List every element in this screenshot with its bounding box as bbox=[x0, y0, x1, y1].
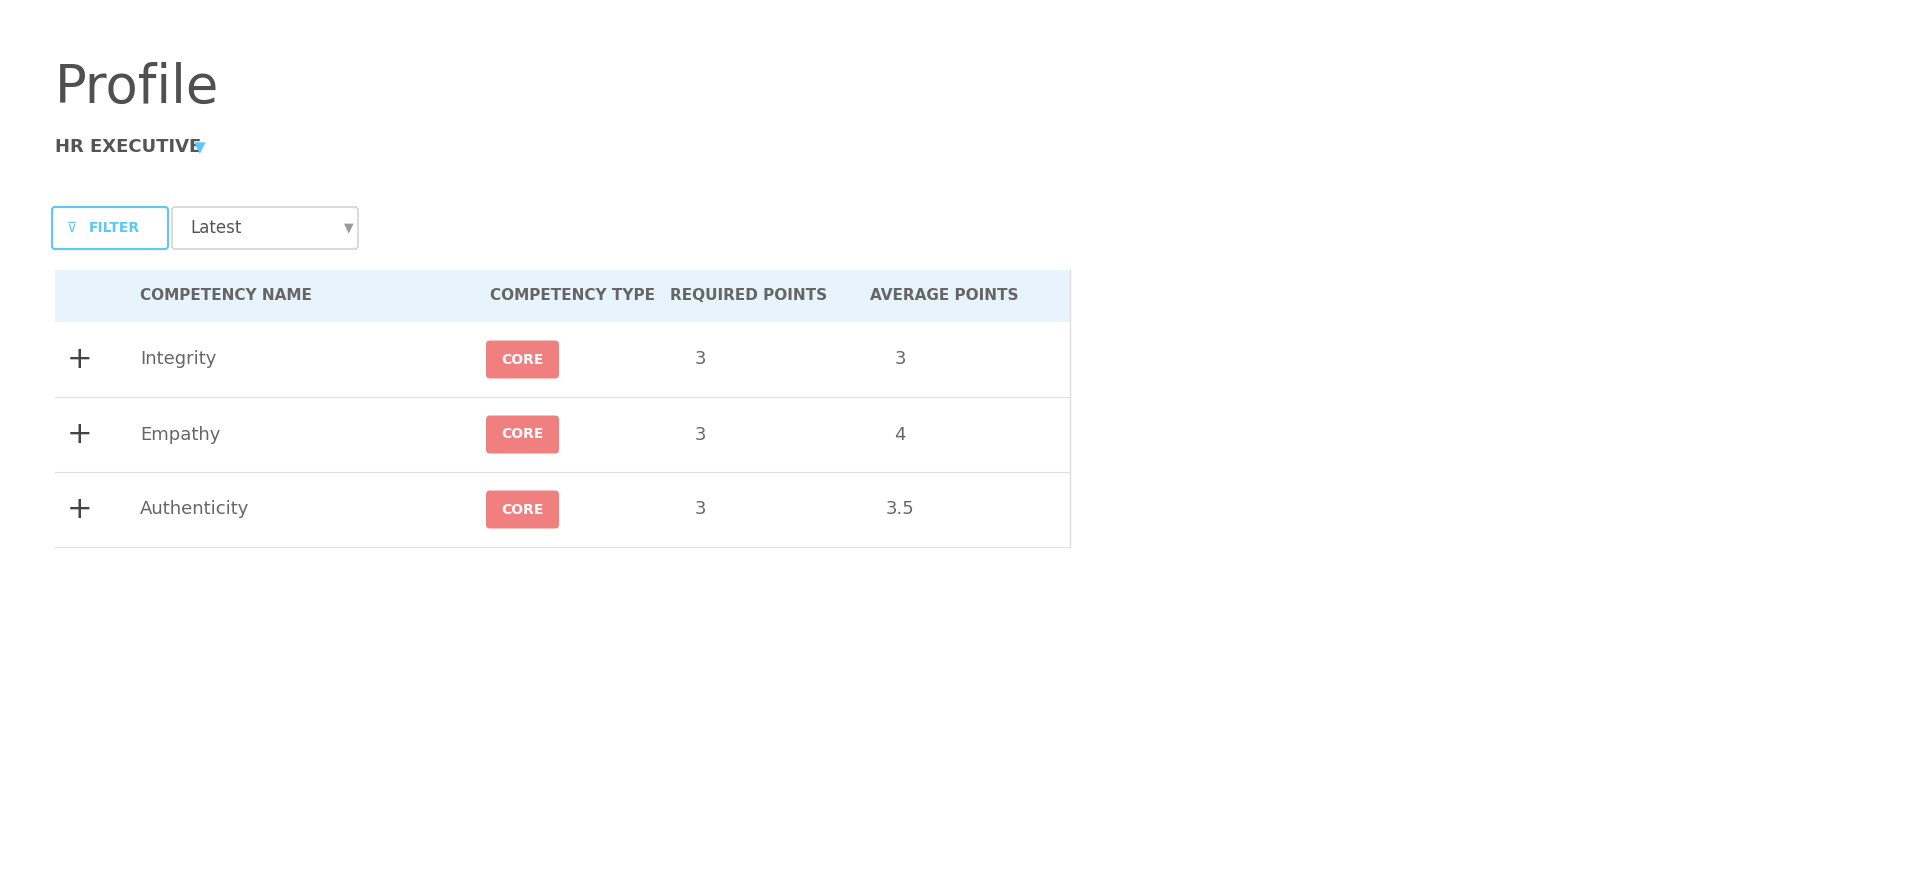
FancyBboxPatch shape bbox=[486, 341, 559, 378]
Text: 3.5: 3.5 bbox=[885, 501, 914, 519]
Text: 3: 3 bbox=[695, 501, 707, 519]
Text: Profile: Profile bbox=[56, 62, 219, 114]
Text: AVERAGE POINTS: AVERAGE POINTS bbox=[870, 289, 1018, 303]
FancyBboxPatch shape bbox=[56, 270, 1069, 322]
Text: +: + bbox=[67, 495, 92, 524]
Text: Authenticity: Authenticity bbox=[140, 501, 250, 519]
Text: 3: 3 bbox=[895, 350, 906, 368]
FancyBboxPatch shape bbox=[486, 491, 559, 528]
Text: CORE: CORE bbox=[501, 427, 543, 442]
Text: +: + bbox=[67, 345, 92, 374]
Text: ▼: ▼ bbox=[344, 222, 353, 234]
FancyBboxPatch shape bbox=[486, 416, 559, 453]
FancyBboxPatch shape bbox=[52, 207, 169, 249]
Text: COMPETENCY TYPE: COMPETENCY TYPE bbox=[490, 289, 655, 303]
Text: 3: 3 bbox=[695, 350, 707, 368]
Text: FILTER: FILTER bbox=[88, 221, 140, 235]
Text: CORE: CORE bbox=[501, 502, 543, 517]
Text: 4: 4 bbox=[895, 426, 906, 443]
Text: Latest: Latest bbox=[190, 219, 242, 237]
Text: Integrity: Integrity bbox=[140, 350, 217, 368]
Text: +: + bbox=[67, 420, 92, 449]
Text: 3: 3 bbox=[695, 426, 707, 443]
Text: HR EXECUTIVE: HR EXECUTIVE bbox=[56, 138, 202, 156]
Text: COMPETENCY NAME: COMPETENCY NAME bbox=[140, 289, 311, 303]
Text: CORE: CORE bbox=[501, 352, 543, 367]
Text: ▼: ▼ bbox=[194, 140, 205, 155]
Text: Empathy: Empathy bbox=[140, 426, 221, 443]
Text: REQUIRED POINTS: REQUIRED POINTS bbox=[670, 289, 828, 303]
Text: ⊽: ⊽ bbox=[67, 221, 77, 235]
FancyBboxPatch shape bbox=[173, 207, 357, 249]
